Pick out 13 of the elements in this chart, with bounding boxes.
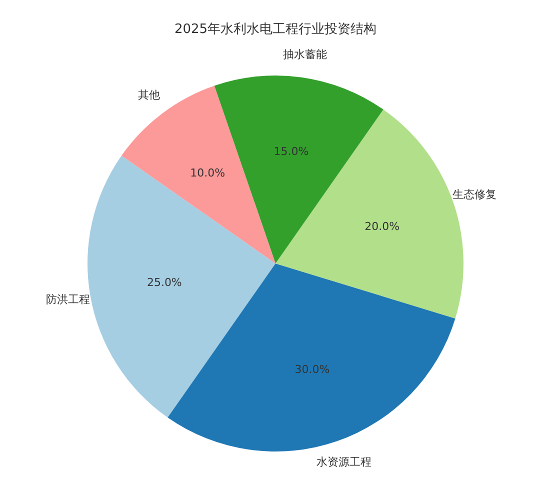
slice-label: 防洪工程 [46,293,90,306]
slice-label: 抽水蓄能 [282,48,327,61]
data-label: 20.0% [364,220,400,233]
slice-label: 生态修复 [452,188,497,201]
data-label: 10.0% [190,166,226,180]
data-label: 25.0% [146,276,182,290]
slice-label: 水资源工程 [316,456,372,469]
data-label: 30.0% [294,363,330,376]
chart-title: 2025年水利水电工程行业投资结构 [174,22,377,37]
data-label: 15.0% [274,144,309,158]
slice-label: 其他 [138,88,160,102]
pie-slice [276,110,464,318]
pie-slice [122,86,276,264]
